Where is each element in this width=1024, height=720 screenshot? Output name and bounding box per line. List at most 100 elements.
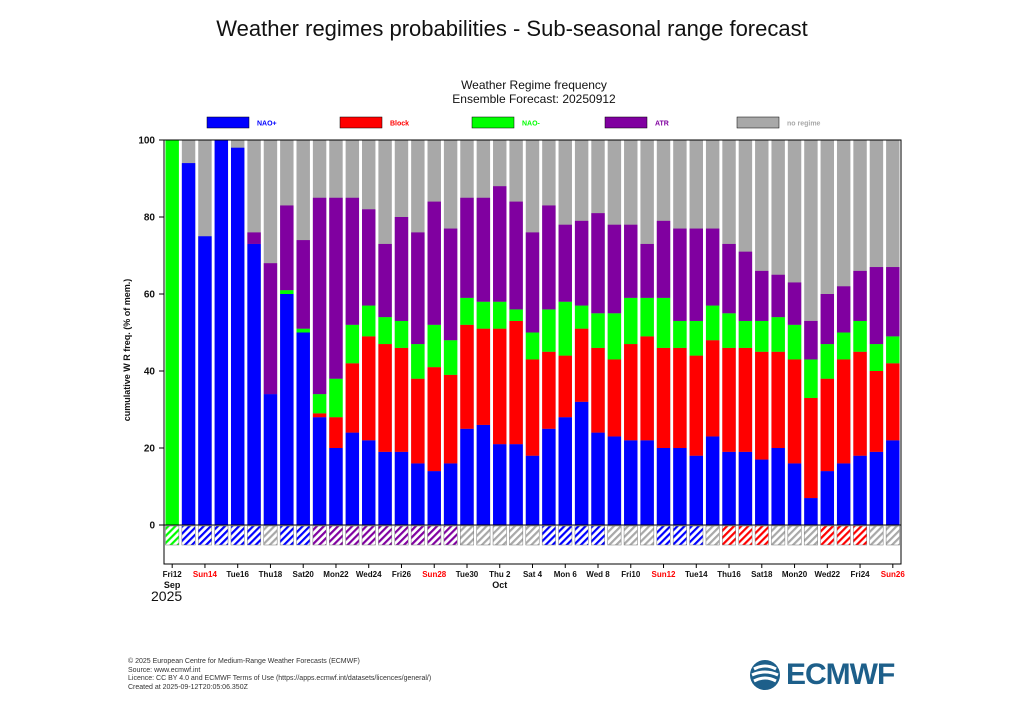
bar-group [165,140,900,546]
x-axis: Fri12 Sun14 Tue16 Thu18 Sat20 Mon22 Wed24 Fri26… [151,564,905,604]
bar-24-block [558,355,572,418]
x-tick-label: Sun12 [652,570,677,579]
x-tick-label: Thu 2 [489,570,511,579]
bar-36-block [755,351,769,460]
x-tick-label: Sat18 [751,570,773,579]
legend-label-noregime: no regime [787,121,821,128]
bar-35-nao [738,320,753,348]
bar-38-block [787,359,802,464]
bar-35-block [738,347,753,452]
dominant-cell-day-40 [820,525,835,546]
credit-licence: Licence: CC BY 4.0 and ECMWF Terms of Us… [128,675,432,683]
dominant-cell-day-27 [607,525,622,546]
bar-32-nao [689,320,703,356]
bar-19-nao [476,301,491,329]
bar-40-nao [820,344,835,379]
dominant-cell-day-28 [623,525,638,546]
bar-19-nao [476,424,491,525]
y-tick-label: 0 [149,521,155,532]
dominant-cell-day-22 [525,525,540,546]
x-tick-label: Tue14 [685,570,708,579]
bar-43-nao [869,344,884,371]
x-tick-label: Mon22 [323,570,349,579]
bar-14-block [394,347,409,452]
bar-18-atr [460,197,474,298]
dominant-cell-day-16 [427,525,442,546]
bar-25-nao [574,305,589,329]
bar-23-nao [542,309,556,352]
x-tick-label: Fri24 [850,570,870,579]
bar-29-nao [640,297,654,337]
bar-5-nao [247,243,261,525]
bar-3-nao [214,140,229,525]
bar-34-nao [722,451,736,525]
dominant-cell-day-36 [754,525,769,546]
dominant-cell-day-13 [378,525,393,546]
dominant-cell-day-18 [460,525,474,546]
bar-12-atr [362,209,376,306]
bar-1-nao [181,163,196,525]
year-label: 2025 [151,588,182,604]
bar-6-atr [263,263,278,395]
bar-10-nao [329,378,343,418]
chart-subtitle: Ensemble Forecast: 20250912 [452,92,616,106]
dominant-cell-day-14 [394,525,409,546]
bar-36-atr [755,270,769,321]
x-tick-label: Sun26 [881,570,906,579]
bar-20-nao [493,301,507,329]
bar-41-atr [836,286,851,333]
bar-21-atr [509,201,523,310]
bar-15-block [411,378,425,464]
bar-43-block [869,371,884,452]
bar-37-block [771,351,785,448]
dominant-cell-day-10 [329,525,343,546]
bar-31-nao [673,320,687,348]
y-tick-label: 60 [144,290,156,301]
bar-24-nao [558,301,572,356]
bar-29-nao [640,440,654,525]
bar-30-atr [656,220,671,298]
bar-13-nao [378,451,392,525]
bar-26-atr [591,213,605,314]
bar-18-nao [460,428,474,525]
y-tick-label: 20 [144,444,156,455]
ecmwf-logo[interactable]: ECMWF [748,658,898,692]
bar-12-block [362,336,376,441]
dominant-cell-day-30 [656,525,671,546]
bar-37-nao [771,448,785,525]
x-tick-label: Tue16 [226,570,249,579]
x-tick-label: Wed24 [356,570,382,579]
dominant-cell-day-9 [312,525,327,546]
bar-38-nao [787,463,802,525]
bar-28-nao [624,297,638,345]
bar-10-nao [329,448,343,525]
dominant-cell-day-5 [247,525,262,546]
bar-27-nao [607,313,622,360]
bar-32-block [689,355,703,456]
bar-35-atr [738,251,753,321]
legend-swatch-block [339,116,383,129]
bar-24-nao [558,417,572,525]
bar-25-atr [574,220,589,306]
bar-37-nao [771,317,785,352]
page-title: Weather regimes probabilities - Sub-seas… [216,16,808,41]
dominant-cell-day-3 [214,525,229,546]
x-tick-label: Wed 8 [586,570,610,579]
bar-28-block [624,344,638,441]
bar-40-block [820,378,835,472]
credit-copyright: © 2025 European Centre for Medium-Range … [128,658,360,665]
bar-30-nao [656,448,671,525]
legend-swatch-noregime [736,116,780,129]
bar-18-nao [460,297,474,325]
bar-9-atr [312,197,327,395]
credit-source: Source: www.ecmwf.int [128,666,201,674]
dominant-cell-day-11 [345,525,360,546]
bar-26-nao [591,432,605,525]
bar-26-nao [591,313,605,348]
bar-42-block [853,351,867,456]
legend-swatch-nao [471,116,515,129]
bar-31-atr [673,228,687,321]
bar-30-block [656,347,671,448]
dominant-cell-day-2 [197,525,212,546]
bar-25-nao [574,401,589,525]
